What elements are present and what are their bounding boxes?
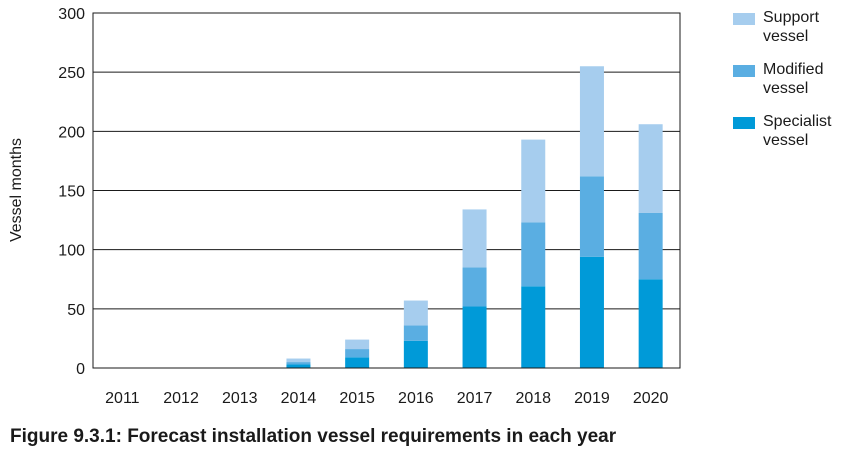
x-tick-label: 2018 (515, 390, 551, 407)
x-tick-label: 2013 (222, 390, 258, 407)
y-tick-label: 100 (58, 243, 85, 260)
bar-modified-vessel-2016 (403, 325, 428, 341)
bar-modified-vessel-2017 (462, 267, 487, 307)
legend-swatch (733, 13, 755, 25)
figure-caption: Figure 9.3.1: Forecast installation vess… (10, 426, 617, 447)
y-tick-label: 250 (58, 65, 85, 82)
legend-item: Support vessel (733, 8, 848, 60)
bar-specialist-vessel-2019 (579, 256, 604, 368)
y-axis-ticks: 0 50 100 150 200 250 300 (58, 6, 85, 378)
bar-specialist-vessel-2014 (286, 364, 311, 368)
legend-label: Modified vessel (763, 61, 824, 97)
x-tick-label: 2017 (457, 390, 493, 407)
bar-support-vessel-2014 (286, 358, 311, 363)
legend-label: Support vessel (763, 9, 820, 45)
legend-item: Modified vessel (733, 60, 848, 112)
x-tick-label: 2020 (633, 390, 669, 407)
legend-item: Specialist vessel (733, 112, 848, 164)
bar-specialist-vessel-2018 (521, 286, 546, 368)
bars (286, 66, 663, 368)
legend-swatch (733, 65, 755, 77)
bar-modified-vessel-2018 (521, 222, 546, 287)
bar-modified-vessel-2014 (286, 362, 311, 365)
plot-area-frame (92, 12, 681, 369)
y-tick-label: 50 (67, 302, 85, 319)
bar-modified-vessel-2019 (579, 176, 604, 257)
x-axis-ticks: 2011 2012 2013 2014 2015 2016 2017 2018 2019 2020 (105, 390, 668, 407)
bar-support-vessel-2015 (345, 339, 370, 350)
legend-swatch (733, 117, 755, 129)
x-tick-label: 2014 (281, 390, 317, 407)
bar-modified-vessel-2015 (345, 349, 370, 358)
x-tick-label: 2015 (339, 390, 375, 407)
y-tick-label: 300 (58, 6, 85, 23)
bar-support-vessel-2016 (403, 300, 428, 326)
bar-support-vessel-2017 (462, 209, 487, 268)
legend: Support vessel Modified vessel Specialist … (733, 8, 848, 164)
bar-specialist-vessel-2015 (345, 357, 370, 368)
x-tick-label: 2011 (105, 390, 140, 407)
x-tick-label: 2012 (163, 390, 199, 407)
bar-support-vessel-2019 (579, 66, 604, 177)
legend-label: Specialist vessel (763, 113, 832, 149)
y-tick-label: 0 (76, 361, 85, 378)
x-tick-label: 2019 (574, 390, 610, 407)
bar-modified-vessel-2020 (638, 212, 663, 280)
x-tick-label: 2016 (398, 390, 434, 407)
y-axis-label: Vessel months (8, 138, 25, 242)
bar-support-vessel-2020 (638, 124, 663, 213)
y-tick-label: 150 (58, 184, 85, 201)
bar-support-vessel-2018 (521, 139, 546, 223)
bar-specialist-vessel-2016 (403, 340, 428, 368)
bar-specialist-vessel-2020 (638, 279, 663, 368)
y-tick-label: 200 (58, 124, 85, 141)
bar-specialist-vessel-2017 (462, 306, 487, 368)
